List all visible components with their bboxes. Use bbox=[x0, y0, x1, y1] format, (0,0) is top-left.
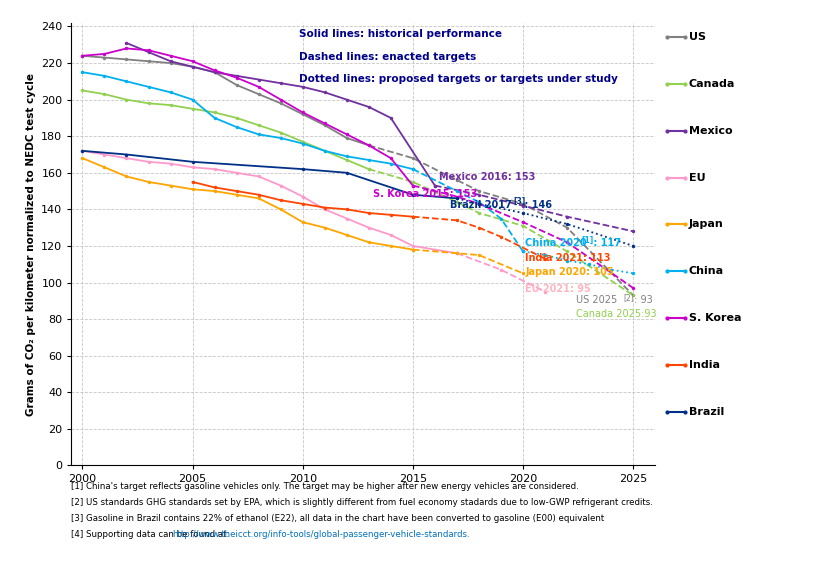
Text: Dashed lines: enacted targets: Dashed lines: enacted targets bbox=[299, 51, 476, 62]
Text: US 2025: US 2025 bbox=[576, 295, 617, 304]
Text: Canada 2025:93: Canada 2025:93 bbox=[576, 309, 657, 319]
Text: Brazil: Brazil bbox=[689, 407, 724, 417]
Text: US: US bbox=[689, 32, 706, 42]
Text: Japan 2020: 105: Japan 2020: 105 bbox=[525, 267, 614, 277]
Text: : 93: : 93 bbox=[631, 295, 653, 304]
Text: : 117: : 117 bbox=[591, 238, 622, 248]
Text: Brazil 2017: Brazil 2017 bbox=[450, 199, 512, 210]
Text: EU 2021: 95: EU 2021: 95 bbox=[525, 284, 591, 293]
Text: : 146: : 146 bbox=[521, 199, 552, 210]
Text: Mexico 2016: 153: Mexico 2016: 153 bbox=[439, 172, 536, 182]
Text: S. Korea 2015: 153: S. Korea 2015: 153 bbox=[373, 188, 477, 199]
Text: [3]: [3] bbox=[513, 197, 525, 206]
Text: S. Korea: S. Korea bbox=[689, 313, 742, 323]
Text: Japan: Japan bbox=[689, 219, 723, 230]
Text: India 2021: 113: India 2021: 113 bbox=[525, 252, 611, 263]
Text: [4] Supporting data can be found at:: [4] Supporting data can be found at: bbox=[71, 530, 233, 540]
Text: Solid lines: historical performance: Solid lines: historical performance bbox=[299, 30, 502, 39]
Text: Dotted lines: proposed targets or targets under study: Dotted lines: proposed targets or target… bbox=[299, 74, 618, 84]
Text: [3] Gasoline in Brazil contains 22% of ethanol (E22), all data in the chart have: [3] Gasoline in Brazil contains 22% of e… bbox=[71, 514, 605, 524]
Text: [2] US standards GHG standards set by EPA, which is slightly different from fuel: [2] US standards GHG standards set by EP… bbox=[71, 498, 654, 508]
Text: [1] China's target reflects gasoline vehicles only. The target may be higher aft: [1] China's target reflects gasoline veh… bbox=[71, 482, 579, 492]
Text: Mexico: Mexico bbox=[689, 126, 732, 136]
Text: http://www.theicct.org/info-tools/global-passenger-vehicle-standards.: http://www.theicct.org/info-tools/global… bbox=[172, 530, 470, 540]
Text: China: China bbox=[689, 266, 724, 276]
Text: EU: EU bbox=[689, 172, 706, 183]
Y-axis label: Grams of CO₂ per kilometer normalized to NEDC test cycle: Grams of CO₂ per kilometer normalized to… bbox=[25, 73, 35, 416]
Text: [1]: [1] bbox=[581, 236, 594, 245]
Text: China 2020: China 2020 bbox=[525, 238, 587, 248]
Text: [2]: [2] bbox=[623, 293, 634, 302]
Text: Canada: Canada bbox=[689, 79, 735, 89]
Text: India: India bbox=[689, 360, 720, 370]
